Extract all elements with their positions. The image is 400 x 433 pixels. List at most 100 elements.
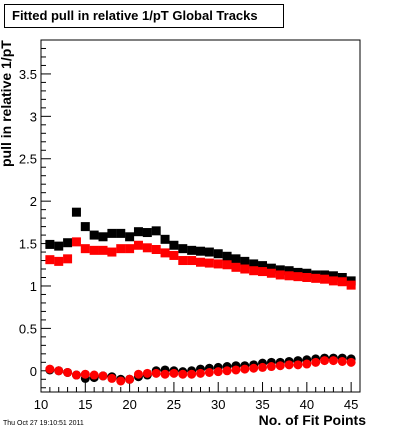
y-tick-label: 1 xyxy=(30,279,37,294)
data-point xyxy=(320,274,330,284)
data-point xyxy=(169,250,179,260)
data-point xyxy=(346,357,356,367)
data-point xyxy=(98,245,108,255)
data-point xyxy=(125,232,135,242)
data-point xyxy=(213,259,223,269)
data-point xyxy=(116,228,126,238)
series-3 xyxy=(45,353,356,384)
data-point xyxy=(196,257,205,267)
data-point xyxy=(275,270,285,280)
data-point xyxy=(240,256,250,266)
data-point xyxy=(196,246,205,256)
axis-tick-labels: 10 15 20 25 30 35 40 45 0 0.5 1 1.5 2 2.5 3 3.5 xyxy=(19,67,358,412)
data-point xyxy=(160,369,170,379)
data-point xyxy=(204,247,214,257)
data-point xyxy=(71,237,81,247)
data-point xyxy=(328,356,338,366)
chart-title: Fitted pull in relative 1/pT Global Trac… xyxy=(4,4,284,28)
data-point xyxy=(63,238,73,248)
data-point xyxy=(337,277,347,287)
data-point xyxy=(258,267,268,277)
data-point xyxy=(187,256,197,266)
data-point xyxy=(107,373,117,383)
data-point xyxy=(266,263,276,273)
data-point xyxy=(187,245,197,255)
data-point xyxy=(125,374,135,384)
data-point xyxy=(63,367,73,377)
data-point xyxy=(213,249,223,259)
data-point xyxy=(80,244,90,254)
data-point xyxy=(116,376,126,386)
data-point xyxy=(302,359,312,369)
data-point xyxy=(169,240,179,250)
data-point xyxy=(178,256,188,266)
data-point xyxy=(222,251,232,261)
data-point xyxy=(54,366,64,376)
data-point xyxy=(222,260,232,270)
y-tick-label: 2 xyxy=(30,194,37,209)
data-point xyxy=(133,227,143,237)
data-point xyxy=(169,368,179,378)
data-point xyxy=(45,239,55,249)
y-tick-label: 2.5 xyxy=(19,152,37,167)
data-point xyxy=(54,241,64,251)
data-point xyxy=(266,362,276,372)
data-point xyxy=(125,244,135,254)
data-point xyxy=(231,365,241,375)
x-tick-label: 30 xyxy=(211,397,225,412)
y-axis-label: pull in relative 1/pT xyxy=(0,40,14,167)
data-point xyxy=(249,266,259,276)
data-point xyxy=(151,368,161,378)
x-axis-label: No. of Fit Points xyxy=(258,412,366,428)
data-markers xyxy=(45,207,356,386)
data-point xyxy=(240,264,250,274)
data-point xyxy=(160,248,170,258)
data-point xyxy=(311,273,321,283)
series-2 xyxy=(45,237,356,290)
data-point xyxy=(293,360,303,370)
data-point xyxy=(328,276,338,286)
data-point xyxy=(196,368,205,378)
data-point xyxy=(116,244,126,254)
data-point xyxy=(302,272,312,282)
data-point xyxy=(178,369,188,379)
data-point xyxy=(213,367,223,377)
data-point xyxy=(142,368,152,378)
data-point xyxy=(142,228,152,238)
data-point xyxy=(63,254,73,264)
data-point xyxy=(275,361,285,371)
data-point xyxy=(80,369,90,379)
data-point xyxy=(80,222,90,232)
data-point xyxy=(231,262,241,272)
data-point xyxy=(311,357,321,367)
data-point xyxy=(249,259,259,269)
x-tick-label: 15 xyxy=(78,397,92,412)
data-point xyxy=(89,230,99,240)
data-point xyxy=(98,232,108,242)
y-tick-label: 0.5 xyxy=(19,321,37,336)
data-point xyxy=(231,254,241,264)
data-point xyxy=(160,234,170,244)
data-point xyxy=(284,360,294,370)
x-tick-label: 35 xyxy=(255,397,269,412)
data-point xyxy=(142,243,152,253)
data-point xyxy=(258,362,268,372)
y-tick-label: 3 xyxy=(30,109,37,124)
data-point xyxy=(293,272,303,282)
data-point xyxy=(133,240,143,250)
data-point xyxy=(284,266,294,276)
data-point xyxy=(249,363,259,373)
data-point xyxy=(151,245,161,255)
data-point xyxy=(89,245,99,255)
data-point xyxy=(187,369,197,379)
x-tick-label: 25 xyxy=(167,397,181,412)
x-tick-label: 10 xyxy=(34,397,48,412)
timestamp: Thu Oct 27 19:10:51 2011 xyxy=(3,420,84,427)
data-point xyxy=(266,268,276,278)
data-point xyxy=(45,255,55,265)
data-point xyxy=(346,280,356,290)
data-point xyxy=(54,256,64,266)
y-tick-label: 0 xyxy=(30,364,37,379)
data-point xyxy=(151,226,161,236)
data-point xyxy=(71,370,81,380)
